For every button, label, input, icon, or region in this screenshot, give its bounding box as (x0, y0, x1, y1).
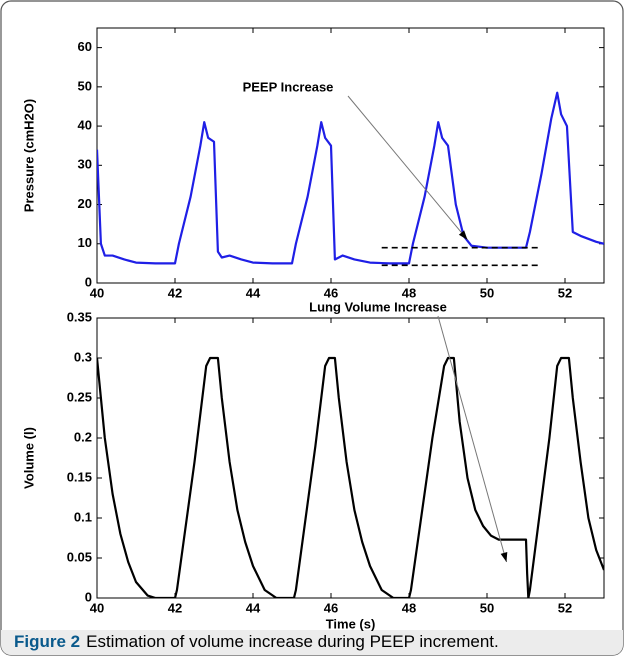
caption: Figure 2 Estimation of volume increase du… (14, 632, 499, 651)
y-tick-label: 0.3 (74, 349, 92, 364)
caption-band (1, 630, 623, 655)
y-axis-label: Pressure (cmH2O) (21, 99, 36, 212)
plot-area (97, 356, 604, 598)
x-tick-label: 46 (324, 600, 338, 615)
x-tick-label: 52 (558, 600, 572, 615)
annotation-arrow (437, 315, 507, 563)
y-tick-label: 0.2 (74, 429, 92, 444)
plot-area (97, 91, 604, 265)
y-tick-label: 10 (78, 235, 92, 250)
y-tick-label: 0.35 (67, 309, 92, 324)
annotation-arrow (347, 95, 468, 241)
x-tick-label: 48 (402, 600, 416, 615)
y-tick-label: 0.05 (67, 549, 92, 564)
y-tick-label: 0 (85, 274, 92, 289)
x-tick-label: 50 (480, 600, 494, 615)
x-tick-label: 44 (246, 285, 261, 300)
annotation-arrowhead (500, 552, 508, 562)
x-tick-label: 52 (558, 285, 572, 300)
caption-label: Figure 2 (14, 632, 80, 651)
y-tick-label: 0.15 (67, 469, 92, 484)
y-tick-label: 40 (78, 118, 92, 133)
annotation-text: PEEP Increase (243, 79, 334, 94)
y-axis-label: Volume (l) (21, 427, 36, 489)
annotation-text: Lung Volume Increase (309, 299, 447, 314)
x-tick-label: 44 (246, 600, 261, 615)
plot-frame (96, 317, 605, 599)
x-tick-label: 50 (480, 285, 494, 300)
y-tick-label: 30 (78, 157, 92, 172)
caption-text: Estimation of volume increase during PEE… (86, 632, 499, 651)
y-tick-label: 0 (85, 589, 92, 604)
y-tick-label: 0.1 (74, 509, 92, 524)
x-tick-label: 46 (324, 285, 338, 300)
y-tick-label: 50 (78, 78, 92, 93)
data-line (97, 91, 604, 265)
data-line (97, 356, 604, 598)
x-tick-label: 40 (90, 600, 104, 615)
x-tick-label: 40 (90, 285, 104, 300)
y-tick-label: 0.25 (67, 389, 92, 404)
x-tick-label: 48 (402, 285, 416, 300)
x-tick-label: 42 (168, 285, 182, 300)
annotation-arrowhead (458, 230, 468, 240)
y-tick-label: 20 (78, 196, 92, 211)
y-tick-label: 60 (78, 39, 92, 54)
x-axis-label: Time (s) (326, 616, 376, 631)
x-tick-label: 42 (168, 600, 182, 615)
